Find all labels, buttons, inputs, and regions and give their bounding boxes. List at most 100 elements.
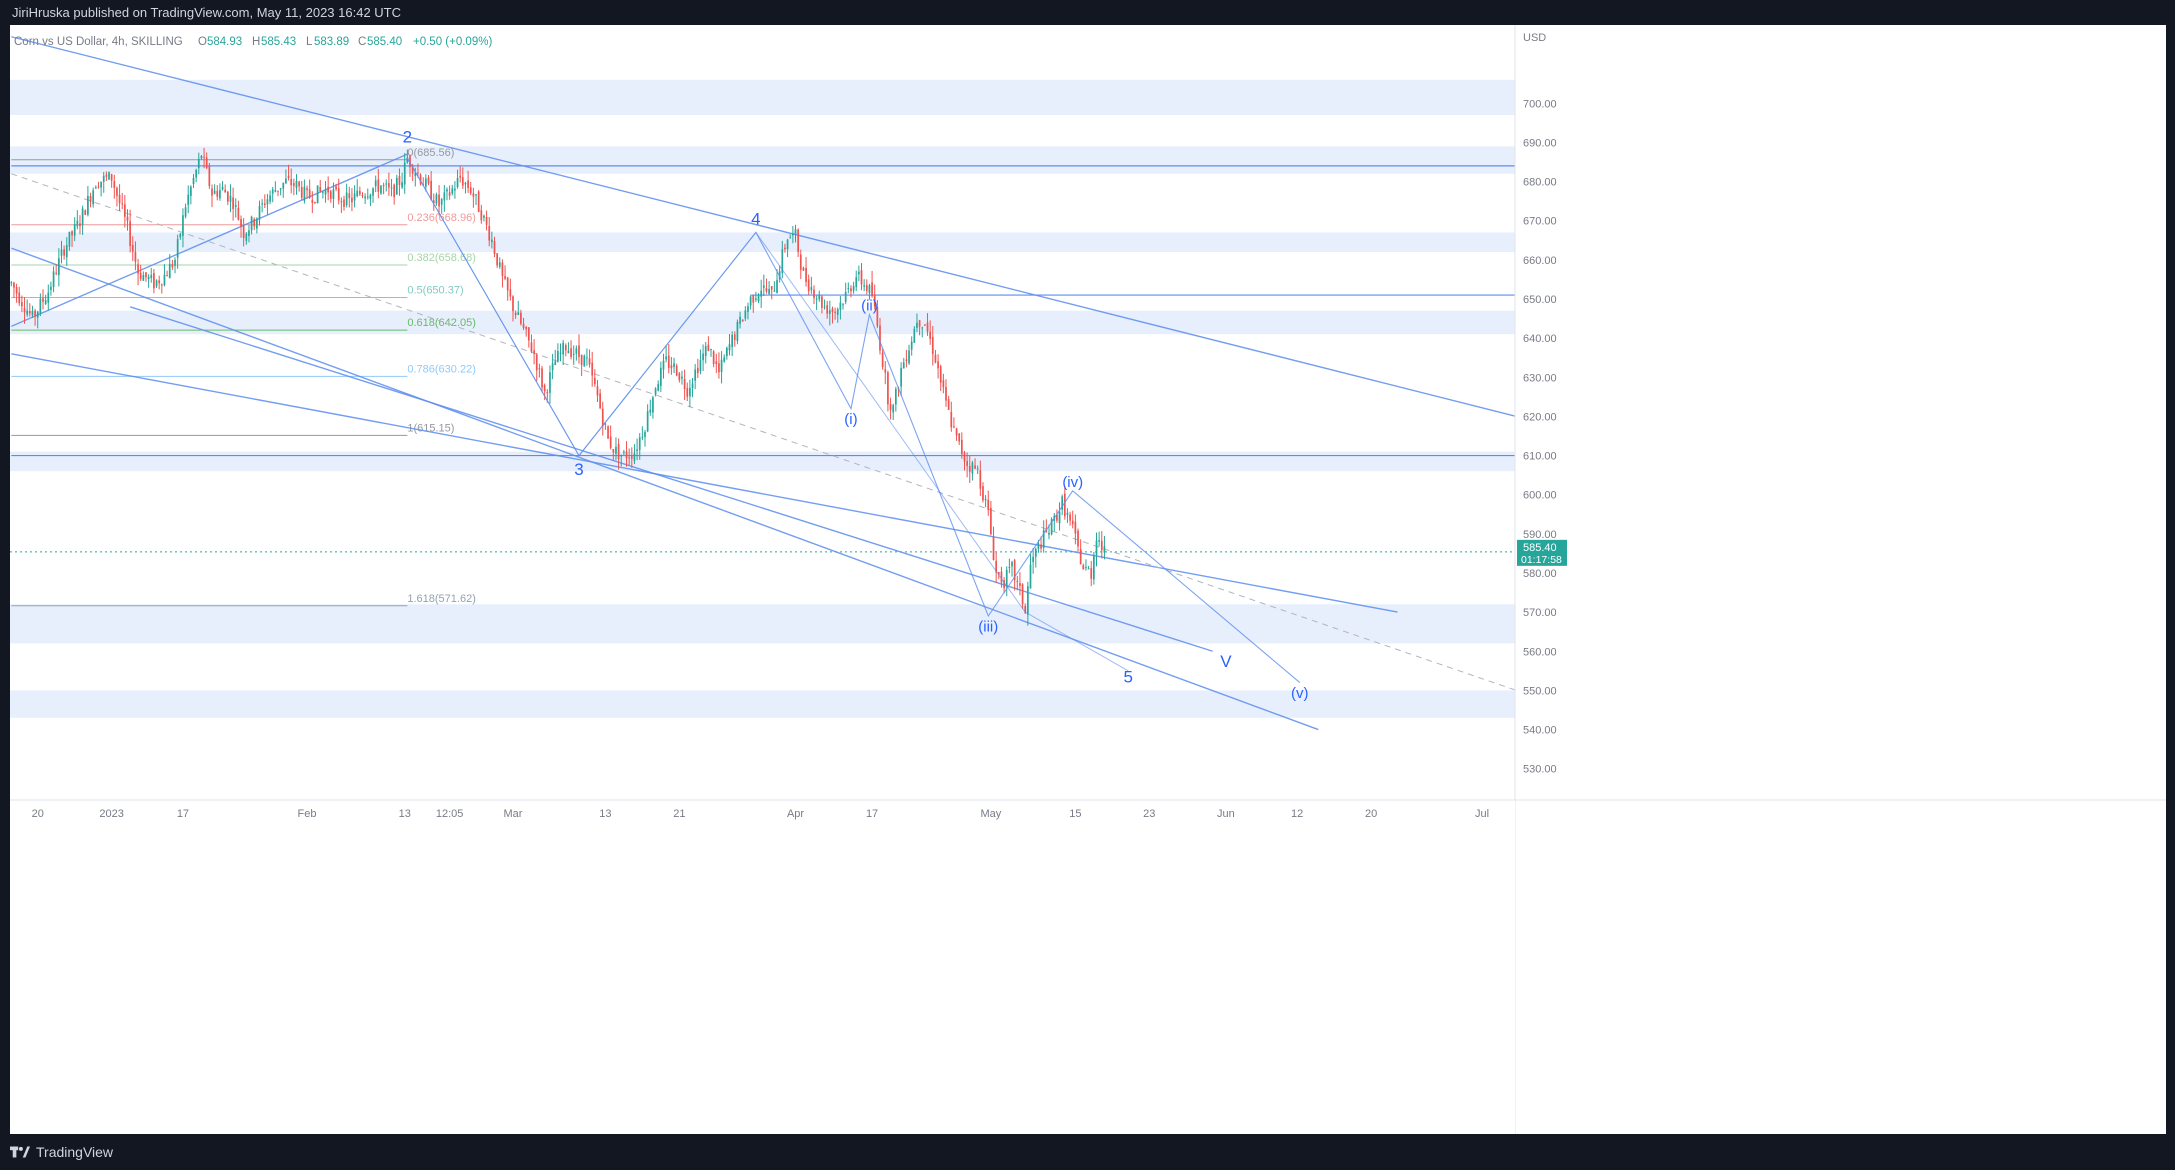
candle-body xyxy=(71,231,73,236)
tradingview-logo[interactable]: TradingView xyxy=(0,1144,113,1160)
legend-low-label: L xyxy=(306,36,313,48)
candle-body xyxy=(1011,562,1013,567)
candle-body xyxy=(984,499,987,501)
candle xyxy=(929,320,932,345)
candle xyxy=(195,168,198,183)
candle xyxy=(950,401,953,432)
candle-body xyxy=(92,190,95,205)
candle-body xyxy=(894,388,897,405)
candle-body xyxy=(469,187,472,194)
candle xyxy=(369,193,372,207)
candle xyxy=(670,357,673,375)
candle-body xyxy=(821,296,823,308)
candle xyxy=(522,317,525,331)
candle xyxy=(190,185,192,205)
candle-body xyxy=(18,292,21,304)
candle xyxy=(1040,536,1042,551)
candle-body xyxy=(50,286,52,290)
candle-body xyxy=(39,298,42,314)
candle-body xyxy=(1013,560,1016,581)
candle-body xyxy=(216,190,219,197)
candle-body xyxy=(417,172,419,174)
candle xyxy=(168,254,171,279)
candle xyxy=(918,319,921,336)
candle xyxy=(578,334,580,364)
candle-body xyxy=(266,199,269,205)
candle xyxy=(784,243,786,253)
candle-body xyxy=(992,536,995,561)
candle-body xyxy=(237,207,240,220)
candle xyxy=(599,389,601,410)
candle-body xyxy=(543,385,546,392)
support-resistance-zone xyxy=(10,604,1515,644)
candle-body xyxy=(644,431,646,437)
candle-body xyxy=(535,354,538,371)
candle xyxy=(356,179,359,198)
candle-body xyxy=(1040,544,1042,549)
candle-body xyxy=(781,249,784,274)
candle-body xyxy=(512,296,514,312)
x-tick-label: 13 xyxy=(399,808,411,820)
candle xyxy=(102,171,105,193)
candle xyxy=(559,343,562,362)
candle-body xyxy=(36,311,39,318)
chart-area[interactable]: 0(685.56) 0.236(668.96) 0.382(658.68) 0.5(6… xyxy=(10,25,2166,1134)
candle-body xyxy=(504,276,506,279)
candle xyxy=(446,187,448,201)
candle-body xyxy=(847,287,850,290)
candle-body xyxy=(596,386,599,396)
candle xyxy=(525,325,528,337)
candle-body xyxy=(477,191,480,213)
candle xyxy=(60,240,63,264)
candle xyxy=(541,365,543,393)
candle xyxy=(675,363,678,377)
candle xyxy=(1032,548,1034,574)
candle-body xyxy=(113,181,116,189)
candle-body xyxy=(1063,493,1066,517)
candle xyxy=(770,286,773,300)
wave-label: 4 xyxy=(751,210,760,229)
candle-body xyxy=(541,368,543,388)
candle xyxy=(506,276,509,301)
candle xyxy=(1013,558,1016,591)
candle-body xyxy=(580,354,583,366)
candle xyxy=(234,198,237,218)
candle xyxy=(641,426,644,441)
candle xyxy=(710,348,712,357)
candle xyxy=(1071,510,1074,529)
candle xyxy=(517,300,520,316)
candle-body xyxy=(298,181,300,187)
x-tick-label: 20 xyxy=(1365,808,1377,820)
candle xyxy=(461,167,464,189)
candle xyxy=(398,168,401,196)
candle-body xyxy=(200,155,203,159)
candle-body xyxy=(971,462,974,474)
candle-body xyxy=(575,348,578,354)
candle-body xyxy=(654,388,657,395)
support-resistance-zone xyxy=(10,451,1515,472)
candle xyxy=(892,403,895,420)
candle xyxy=(813,285,815,305)
candle-body xyxy=(226,191,229,202)
candle xyxy=(509,278,512,301)
candle-body xyxy=(839,302,842,311)
legend-open-label: O xyxy=(198,36,207,48)
candle-body xyxy=(443,192,446,201)
candle xyxy=(316,185,319,204)
candle-body xyxy=(134,251,137,262)
legend-symbol: Corn vs US Dollar, 4h, SKILLING xyxy=(14,36,183,48)
candle-body xyxy=(348,193,351,198)
candle xyxy=(226,190,229,206)
candle xyxy=(456,169,459,189)
price-chart[interactable]: 0(685.56)0.236(668.96)0.382(658.68)0.5(6… xyxy=(10,25,2166,1134)
candle xyxy=(564,343,567,357)
candle-body xyxy=(1032,556,1034,563)
candle-body xyxy=(976,468,979,470)
candle xyxy=(916,313,918,333)
candle-body xyxy=(290,179,293,186)
candle xyxy=(237,200,240,221)
candle xyxy=(1008,558,1011,574)
candle-body xyxy=(728,344,731,351)
candle xyxy=(992,526,995,561)
candle-body xyxy=(184,207,187,217)
